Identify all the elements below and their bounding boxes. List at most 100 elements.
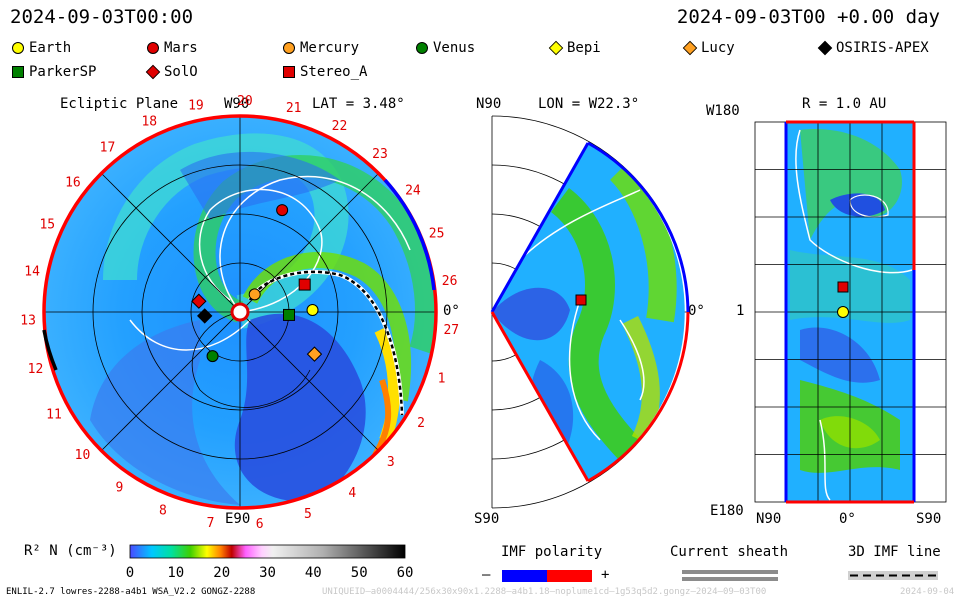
carrington-label: 12: [28, 362, 44, 377]
carrington-label: 22: [332, 119, 348, 134]
radial-earth-marker: [837, 306, 849, 318]
carrington-label: 15: [39, 218, 55, 233]
carrington-label: 7: [207, 516, 215, 531]
region-low-density-1: [234, 313, 366, 502]
meridional-lon: LON = W22.3°: [538, 96, 640, 112]
carrington-label: 25: [429, 227, 445, 242]
footer-watermark: UNIQUEID–a0004444/256x30x90x1.2288–a4b1.…: [322, 587, 767, 597]
sun-icon: [230, 302, 250, 322]
legend-item: Lucy: [682, 40, 735, 56]
legend-item: Stereo_A: [283, 64, 367, 80]
carrington-label: 11: [46, 408, 62, 423]
earth-icon: [12, 42, 24, 54]
mer-polarity-positive: [587, 311, 690, 483]
mer-polarity-negative: [587, 141, 690, 313]
imf-polarity-plus: +: [601, 567, 610, 583]
radial-left-mid: 1: [736, 303, 745, 319]
time-left: 2024-09-03T00:00: [10, 6, 194, 28]
legend-item: SolO: [145, 64, 198, 80]
osiris-apex-marker: [197, 308, 213, 324]
imf-polarity-minus: –: [482, 567, 491, 583]
time-right: 2024-09-03T00 +0.00 day: [676, 6, 940, 28]
colorbar-tick-label: 40: [305, 565, 322, 581]
imf-polarity-title: IMF polarity: [501, 544, 603, 560]
mars-icon: [147, 42, 159, 54]
colorbar-tick-label: 0: [126, 565, 134, 581]
carrington-label: 10: [75, 448, 91, 463]
radial-top-left: W180: [706, 103, 740, 119]
carrington-label: 5: [304, 507, 312, 522]
mer-edge-negative: [490, 142, 590, 313]
carrington-label: 24: [405, 183, 421, 198]
sector-boundary-3: [129, 319, 251, 351]
polarity-ring-negative: [383, 178, 436, 291]
imf-polarity-positive: [547, 570, 592, 582]
carrington-label: 13: [20, 313, 36, 328]
radial-stereo-a-marker: [837, 281, 849, 293]
radial-plot: [754, 120, 947, 504]
region-low-density-3: [180, 151, 340, 220]
parkersp-icon: [12, 66, 24, 78]
mars-marker: [276, 204, 289, 217]
ecliptic-plot: 19 20 212223242526271234567891011121314151…: [20, 94, 459, 532]
legend-item: Bepi: [548, 40, 601, 56]
meridional-bottom-label: S90: [474, 511, 500, 527]
polarity-ring-positive: [42, 114, 438, 510]
carrington-label: 20: [237, 94, 253, 109]
carrington-label: 1: [438, 372, 446, 387]
colorbar-tick-label: 60: [397, 565, 414, 581]
legend-item: ParkerSP: [12, 64, 96, 80]
stereo-a-marker: [298, 278, 311, 291]
radial-title: R = 1.0 AU: [802, 96, 887, 112]
colorbar-tick-label: 20: [213, 565, 230, 581]
radial-bottom-left: E180: [710, 503, 744, 519]
carrington-label: 21: [286, 101, 302, 116]
radial-bottom-0: 0°: [839, 511, 856, 527]
carrington-label: 23: [372, 147, 388, 162]
mercury-icon: [283, 42, 295, 54]
current-sheath-line-2: [682, 577, 778, 581]
carrington-label: 17: [100, 141, 116, 156]
legend-item: OSIRIS-APEX: [817, 40, 929, 56]
mer-stream-green: [550, 188, 651, 471]
mer-stream-green-2: [609, 160, 677, 323]
footer-right: 2024-09-04: [900, 587, 955, 597]
carrington-label: 14: [24, 264, 40, 279]
imf-polarity-negative: [502, 570, 547, 582]
ecliptic-right-label: 0°: [443, 303, 460, 319]
mer-sector-boundary-1: [519, 189, 641, 261]
ecliptic-title: Ecliptic Plane: [60, 96, 179, 112]
legend-item: Mars: [147, 40, 198, 56]
parkersp-marker: [283, 308, 295, 321]
carrington-label: 18: [141, 114, 157, 129]
polarity-ring-sheath: [42, 329, 58, 371]
current-sheath-title: Current sheath: [670, 544, 789, 560]
stereo-a-icon: [283, 66, 295, 78]
carrington-label: 26: [442, 274, 458, 289]
mercury-marker: [248, 288, 261, 301]
meridional-top-label: N90: [476, 96, 502, 112]
mer-sector-boundary-3: [619, 319, 645, 401]
legend-item: Venus: [416, 40, 475, 56]
colorbar: [129, 544, 406, 559]
ecliptic-objects: [191, 204, 323, 363]
colorbar-tick-label: 30: [259, 565, 276, 581]
ecliptic-bottom-label: E90: [225, 511, 251, 527]
carrington-label: 9: [115, 480, 123, 495]
ecliptic-lat: LAT = 3.48°: [312, 96, 405, 112]
legend-item: Mercury: [283, 40, 359, 56]
radial-features: [790, 129, 913, 501]
lucy-marker: [306, 346, 323, 362]
earth-marker: [306, 304, 319, 317]
colorbar-ticks: 0 10 20 30 40 50 60: [126, 565, 414, 581]
carrington-label: 4: [348, 486, 356, 501]
earth-spiral: [191, 311, 311, 408]
carrington-label: 6: [256, 517, 264, 532]
mer-stereo-a-marker: [575, 294, 587, 306]
sector-boundary-2: [219, 175, 411, 306]
radial-bottom-n90: N90: [756, 511, 782, 527]
solo-marker: [191, 293, 207, 309]
carrington-label: 27: [443, 323, 459, 338]
colorbar-label: R² N (cm⁻³): [24, 543, 117, 559]
